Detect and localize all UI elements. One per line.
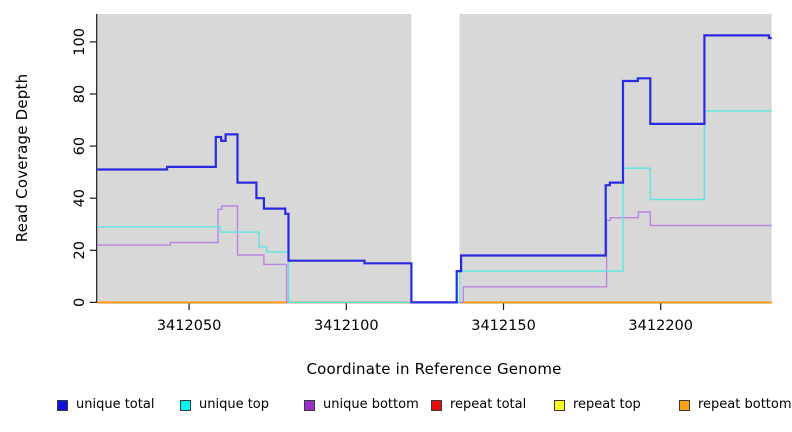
series-unique-total [97,34,772,304]
y-tick-label: 20 [72,241,88,259]
x-tick-label: 3412150 [471,318,536,334]
x-tick-label: 3412200 [628,318,693,334]
masked-region [411,14,460,303]
y-tick-label: 40 [72,189,88,207]
series-unique-top [97,110,772,304]
series-unique-bottom [97,205,772,304]
y-tick-label: 80 [72,85,88,103]
x-axis-title: Coordinate in Reference Genome [306,360,562,378]
y-tick-label: 100 [72,28,88,56]
x-tick-label: 3412050 [157,318,222,334]
y-tick-label: 0 [72,298,88,307]
y-tick-label: 60 [72,137,88,155]
x-tick-label: 3412100 [314,318,379,334]
